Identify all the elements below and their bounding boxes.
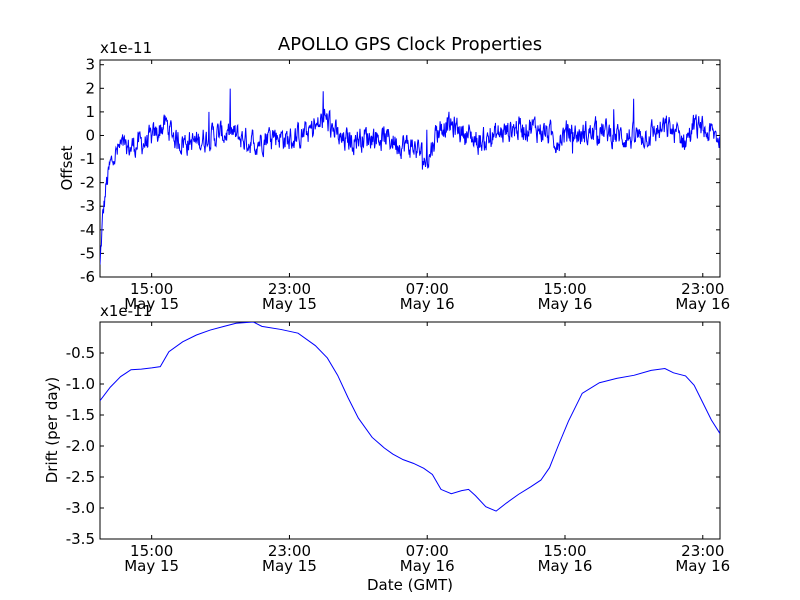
xtick-label-date: May 15 [262, 295, 317, 313]
drift-ylabel: Drift (per day) [43, 377, 61, 484]
xtick-label-date: May 16 [400, 295, 455, 313]
xtick-label-date: May 16 [538, 295, 593, 313]
xaxis-label: Date (GMT) [367, 576, 453, 594]
ytick-label: 2 [85, 79, 95, 97]
ytick-label: -6 [80, 268, 95, 286]
ytick-label: 1 [85, 103, 95, 121]
xtick-label-date: May 16 [400, 557, 455, 575]
xtick-label-date: May 16 [538, 557, 593, 575]
ytick-label: 3 [85, 56, 95, 74]
xtick-label-time: 23:00 [268, 280, 311, 298]
ytick-label: -3.5 [66, 530, 95, 548]
ytick-label: 0 [85, 126, 95, 144]
ytick-label: -1.0 [66, 375, 95, 393]
offset-plot-frame [99, 59, 721, 278]
xtick-label-date: May 16 [675, 295, 730, 313]
xtick-label-time: 15:00 [130, 280, 173, 298]
xtick-label-time: 07:00 [406, 280, 449, 298]
xtick-label-time: 15:00 [130, 542, 173, 560]
drift-series [100, 322, 720, 512]
offset-series [100, 88, 720, 265]
ytick-label: -2 [80, 174, 95, 192]
drift-multiplier: x1e-11 [100, 302, 152, 320]
xtick-label-time: 07:00 [406, 542, 449, 560]
ytick-label: -3.0 [66, 499, 95, 517]
xtick-label-time: 15:00 [543, 280, 586, 298]
drift-plot-frame [99, 321, 721, 540]
ytick-label: -2.0 [66, 437, 95, 455]
offset-line [100, 88, 720, 265]
xtick-label-time: 15:00 [543, 542, 586, 560]
xtick-label-date: May 15 [262, 557, 317, 575]
xtick-label-date: May 15 [124, 295, 179, 313]
ytick-label: -4 [80, 221, 95, 239]
ytick-label: -0.5 [66, 344, 95, 362]
ytick-label: -1 [80, 150, 95, 168]
figure-title: APOLLO GPS Clock Properties [278, 34, 542, 55]
xtick-label-time: 23:00 [681, 542, 724, 560]
xtick-label-time: 23:00 [268, 542, 311, 560]
drift-line [100, 322, 720, 512]
ytick-label: -5 [80, 244, 95, 262]
offset-multiplier: x1e-11 [100, 39, 152, 57]
ytick-label: -2.5 [66, 468, 95, 486]
xtick-label-date: May 15 [124, 557, 179, 575]
xtick-label-date: May 16 [675, 557, 730, 575]
xtick-label-time: 23:00 [681, 280, 724, 298]
ytick-label: -1.5 [66, 406, 95, 424]
ytick-label: -3 [80, 197, 95, 215]
offset-ylabel: Offset [58, 145, 76, 190]
